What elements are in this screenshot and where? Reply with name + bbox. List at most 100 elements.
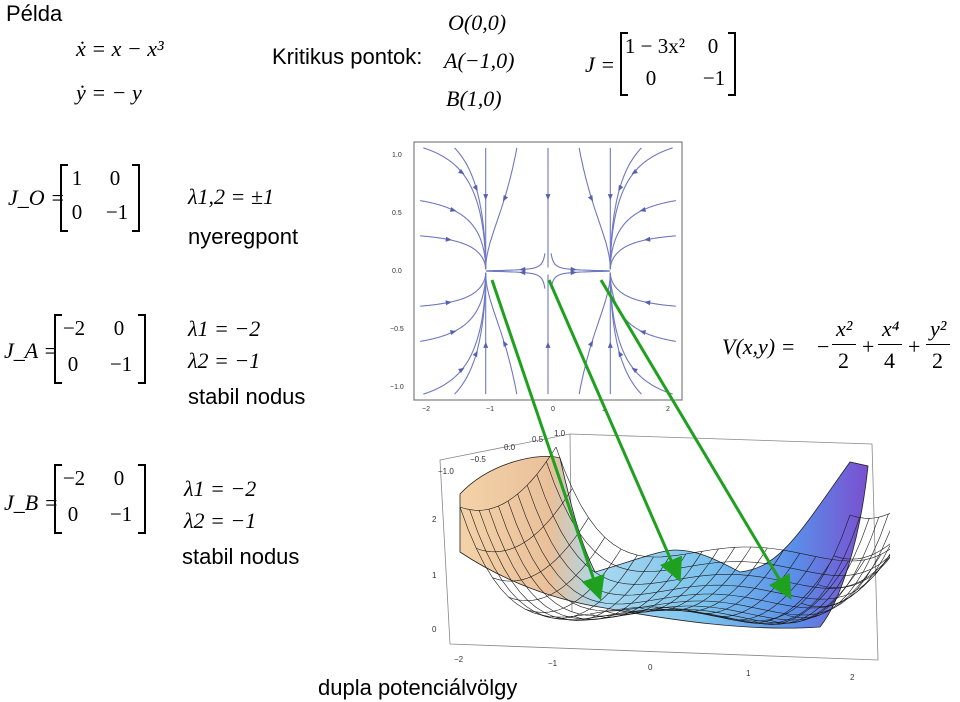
stream-line	[609, 147, 673, 269]
surface-z-tick: 1	[432, 571, 437, 580]
stream-line	[485, 147, 518, 270]
stream-line	[420, 273, 487, 342]
stream-arrowhead	[483, 194, 489, 201]
stream-x-tick: −2	[422, 406, 430, 413]
jacobian-right-bracket	[728, 32, 736, 96]
equation-xdot: ẋ = x − x³	[76, 36, 164, 61]
jb-eigenvalue-2: λ2 = −1	[184, 508, 257, 533]
potential-t3-den: 2	[932, 348, 943, 373]
jb-type: stabil nodus	[182, 544, 300, 569]
potential-plus-2: +	[908, 334, 921, 359]
jacobian-m11: 1 − 3x²	[624, 34, 686, 58]
stream-arrowhead	[570, 270, 577, 276]
ja-m21: 0	[67, 352, 79, 376]
ja-type: stabil nodus	[188, 384, 306, 409]
jb-m11: −2	[62, 466, 86, 490]
mesh-line	[507, 500, 890, 616]
surface-x-tick: −1	[548, 659, 558, 668]
critical-points-label: Kritikus pontok:	[272, 44, 423, 69]
surface-x-tick: −2	[454, 655, 464, 664]
stream-plot: 1.0 0.5 0.0 −0.5 −1.0 −2 −1 0 1 2	[390, 141, 683, 413]
potential-t2-den: 4	[884, 348, 895, 373]
equation-ydot: ẏ = − y	[76, 80, 142, 105]
stream-arrowhead	[607, 194, 613, 201]
surface-plot: −1.0 −0.5 0.0 0.5 1.0 2 1 0 −2 −1 0 1 2	[432, 429, 890, 682]
stream-x-tick: 2	[666, 406, 670, 413]
potential-t1-num: x²	[836, 316, 853, 341]
stream-y-tick: −1.0	[390, 384, 404, 391]
surface-x-tick: 0	[648, 663, 653, 672]
stream-line	[609, 200, 676, 269]
stream-arrowhead	[472, 184, 478, 192]
stream-arrowhead	[449, 330, 457, 335]
stream-arrowhead	[472, 350, 478, 358]
surface-y-tick: −0.5	[470, 455, 486, 464]
ja-name: J_A =	[4, 338, 59, 363]
mesh-line	[488, 509, 880, 624]
potential-t1-den: 2	[838, 348, 849, 373]
surface-z-tick: 2	[432, 515, 437, 524]
stream-arrowhead	[519, 266, 526, 272]
jo-left-bracket	[60, 164, 68, 232]
stream-line	[420, 235, 487, 270]
jb-m21: 0	[67, 502, 79, 526]
stream-arrowhead	[639, 207, 647, 212]
potential-t3-num: y²	[930, 316, 947, 341]
surface-y-tick: 0.0	[504, 443, 516, 452]
jo-eigenvalues: λ1,2 = ±1	[188, 184, 274, 209]
jb-name: J_B =	[4, 490, 59, 515]
ja-m12: 0	[113, 316, 125, 340]
stream-line	[454, 274, 487, 395]
stream-arrowhead	[449, 207, 457, 212]
mesh-line	[459, 506, 851, 622]
stream-line	[454, 147, 487, 268]
mesh-line	[478, 510, 870, 625]
jacobian-m12: 0	[707, 34, 719, 58]
jo-m12: 0	[109, 166, 121, 190]
jacobian-name: J =	[585, 52, 616, 77]
stream-arrowhead	[644, 236, 651, 242]
potential-minus: −	[817, 334, 830, 359]
jb-right-bracket	[138, 464, 146, 534]
jb-m12: 0	[113, 466, 125, 490]
jacobian-m21: 0	[645, 66, 657, 90]
stream-x-tick: −1	[486, 406, 494, 413]
stream-arrowhead	[545, 194, 551, 201]
stream-line	[550, 253, 610, 272]
jacobian-left-bracket	[620, 32, 628, 96]
jo-right-bracket	[132, 164, 140, 232]
stream-y-tick: 0.5	[392, 210, 402, 217]
stream-arrowhead	[502, 195, 509, 202]
surface-y-tick: −1.0	[438, 467, 454, 476]
stream-arrowhead	[483, 341, 489, 348]
potential-t2-bar	[878, 344, 902, 345]
stream-arrowhead	[570, 266, 577, 272]
stream-line	[486, 253, 546, 272]
stream-line	[578, 147, 611, 270]
surface-x-tick: 1	[746, 669, 751, 678]
caption: dupla potenciálvölgy	[318, 675, 518, 700]
critical-point-B: B(1,0)	[446, 86, 502, 111]
stream-arrowhead	[458, 367, 465, 374]
mesh-line	[498, 505, 889, 621]
stream-line	[420, 200, 487, 269]
stream-line	[420, 272, 487, 307]
stream-x-tick: 0	[551, 406, 555, 413]
mesh-line	[849, 512, 890, 519]
jo-m22: −1	[105, 200, 129, 224]
ja-m22: −1	[109, 352, 133, 376]
stream-x-tick: 1	[602, 406, 606, 413]
surface-y-tick: 0.5	[532, 435, 544, 444]
stream-arrowhead	[445, 300, 452, 306]
ja-right-bracket	[138, 314, 146, 384]
jo-m21: 0	[71, 200, 83, 224]
jb-eigenvalue-1: λ1 = −2	[184, 476, 257, 501]
ja-m11: −2	[62, 316, 86, 340]
jo-type: nyeregpont	[188, 224, 299, 249]
jb-m22: −1	[109, 502, 133, 526]
potential-plus-1: +	[862, 334, 875, 359]
stream-y-tick: 1.0	[392, 152, 402, 159]
critical-point-O: O(0,0)	[448, 10, 507, 35]
stream-arrowhead	[519, 270, 526, 276]
stream-arrowhead	[587, 195, 594, 202]
